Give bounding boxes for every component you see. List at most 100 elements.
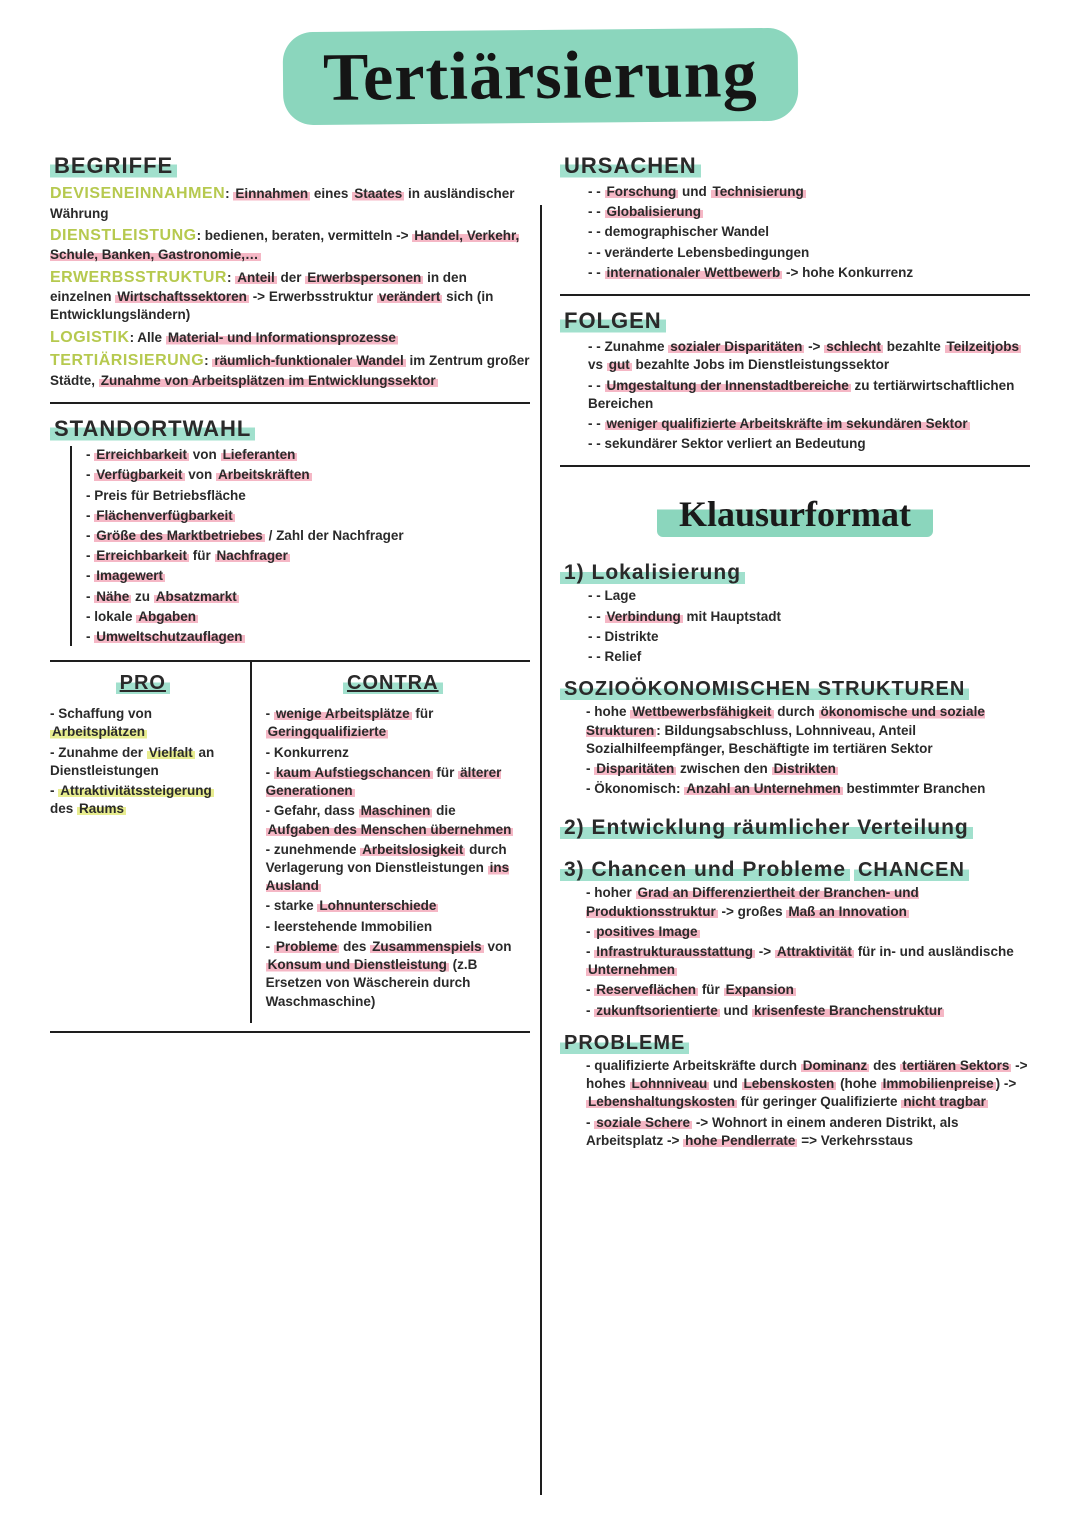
term: Deviseneinnahmen [50,185,225,202]
list-item: - Erreichbarkeit von Lieferanten [86,446,530,464]
list-item: - hohe Wettbewerbsfähigkeit durch ökonom… [586,703,1030,758]
divider [50,402,530,404]
section-ursachen: Ursachen - Forschung und Technisierung- … [560,153,1030,282]
list-item: - Erreichbarkeit für Nachfrager [86,547,530,565]
section-k1: 1) Lokalisierung - Lage - Verbindung mit … [560,545,1030,798]
heading-k1: 1) Lokalisierung [560,561,745,585]
list-item: - leerstehende Immobilien [266,918,520,936]
list-item: - zunehmende Arbeitslosigkeit durch Verl… [266,841,520,896]
left-column: Begriffe Deviseneinnahmen: Einnahmen ein… [50,153,530,1152]
pro-head: Pro [50,672,236,695]
list-item: - starke Lohnunterschiede [266,897,520,915]
list-item: - lokale Abgaben [86,608,530,626]
list-item: - Attraktivitätssteigerung des Raums [50,782,236,818]
vertical-divider [540,205,542,1495]
list-item: - internationaler Wettbewerb -> hohe Kon… [588,264,1030,282]
list-item: - Umgestaltung der Innenstadtbereiche zu… [588,377,1030,413]
list-item: - Disparitäten zwischen den Distrikten [586,760,1030,778]
contra-column: Contra - wenige Arbeitsplätze für Gering… [252,662,530,1023]
right-column: Ursachen - Forschung und Technisierung- … [560,153,1030,1152]
list-item: - Imagewert [86,567,530,585]
list-item: - Umweltschutzauflagen [86,628,530,646]
k1-sub-list: - hohe Wettbewerbsfähigkeit durch ökonom… [560,703,1030,798]
probleme-list: - qualifizierte Arbeitskräfte durch Domi… [560,1057,1030,1150]
pro-column: Pro - Schaffung von Arbeitsplätzen- Zuna… [50,662,252,1023]
list-item: - Probleme des Zusammenspiels von Konsum… [266,938,520,1011]
heading-ursachen: Ursachen [560,153,701,179]
k1-list: - Lage - Verbindung mit Hauptstadt - Distr… [560,587,1030,666]
list-item: - Nähe zu Absatzmarkt [86,588,530,606]
list-item: - Lage [588,587,1030,605]
definition-line: Dienstleistung: bedienen, beraten, vermi… [50,225,530,265]
list-item: - Verfügbarkeit von Arbeitskräften [86,466,530,484]
list-item: - Preis für Betriebsfläche [86,487,530,505]
term: Logistik [50,329,130,346]
defs-list: Deviseneinnahmen: Einnahmen eines Staate… [50,183,530,390]
divider [50,1031,530,1033]
term: Erwerbsstruktur [50,269,227,286]
heading-standortwahl: Standortwahl [50,416,255,442]
list-item: - Globalisierung [588,203,1030,221]
list-item: - Gefahr, dass Maschinen die Aufgaben de… [266,802,520,838]
divider [560,294,1030,296]
heading-k2: 2) Entwicklung räumlicher Verteilung [560,816,973,840]
list-item: - hoher Grad an Differenziertheit der Br… [586,884,1030,920]
heading-k1-sub: Sozioökonomischen Strukturen [560,678,969,701]
list-item: - weniger qualifizierte Arbeitskräfte im… [588,415,1030,433]
definition-line: Deviseneinnahmen: Einnahmen eines Staate… [50,183,530,223]
heading-probleme: Probleme [560,1032,689,1055]
list-item: - Konkurrenz [266,744,520,762]
list-item: - Verbindung mit Hauptstadt [588,608,1030,626]
list-item: - demographischer Wandel [588,223,1030,241]
contra-title: Contra [343,672,443,695]
list-item: - qualifizierte Arbeitskräfte durch Domi… [586,1057,1030,1112]
list-item: - zukunftsorientierte und krisenfeste Br… [586,1002,1030,1020]
divider [560,465,1030,467]
procon-table: Pro - Schaffung von Arbeitsplätzen- Zuna… [50,660,530,1023]
contra-head: Contra [266,672,520,695]
folgen-list: - Zunahme sozialer Disparitäten -> schle… [560,338,1030,453]
list-item: - Distrikte [588,628,1030,646]
list-item: - sekundärer Sektor verliert an Bedeutun… [588,435,1030,453]
list-item: - wenige Arbeitsplätze für Geringqualifi… [266,705,520,741]
heading-folgen: Folgen [560,308,666,334]
list-item: - veränderte Lebensbedingungen [588,244,1030,262]
section-folgen: Folgen - Zunahme sozialer Disparitäten -… [560,308,1030,453]
list-item: - Schaffung von Arbeitsplätzen [50,705,236,741]
list-item: - Reserveflächen für Expansion [586,981,1030,999]
klausur-title-wrap: Klausurformat [560,479,1030,545]
section-k3: 3) Chancen und Probleme Chancen - hoher … [560,842,1030,1150]
list-item: - Zunahme der Vielfalt an Dienstleistung… [50,744,236,780]
page-title-wrap: Tertiärsierung [50,30,1030,123]
list-item: - kaum Aufstiegschancen für älterer Gene… [266,764,520,800]
list-item: - Größe des Marktbetriebes / Zahl der Na… [86,527,530,545]
klausur-highlight: Klausurformat [657,491,933,537]
title-highlight: Tertiärsierung [282,28,797,125]
list-item: - positives Image [586,923,1030,941]
list-item: - Relief [588,648,1030,666]
ursachen-list: - Forschung und Technisierung - Globalisi… [560,183,1030,282]
list-item: - Infrastrukturausstattung -> Attraktivi… [586,943,1030,979]
pro-list: - Schaffung von Arbeitsplätzen- Zunahme … [50,705,236,818]
page-title: Tertiärsierung [322,35,757,115]
chancen-list: - hoher Grad an Differenziertheit der Br… [560,884,1030,1020]
term: Dienstleistung [50,227,197,244]
heading-k3: 3) Chancen und Probleme [560,858,850,882]
list-item: - Flächenverfügbarkeit [86,507,530,525]
heading-begriffe: Begriffe [50,153,177,179]
definition-line: Tertiärisierung: räumlich-funktionaler W… [50,350,530,390]
standortwahl-list: - Erreichbarkeit von Lieferanten - Verfüg… [70,446,530,646]
term: Tertiärisierung [50,352,204,369]
section-k2: 2) Entwicklung räumlicher Verteilung [560,800,1030,842]
section-standortwahl: Standortwahl - Erreichbarkeit von Liefer… [50,416,530,646]
list-item: - Ökonomisch: Anzahl an Unternehmen best… [586,780,1030,798]
heading-chancen: Chancen [854,859,969,882]
definition-line: Logistik: Alle Material- und Information… [50,327,530,349]
contra-list: - wenige Arbeitsplätze für Geringqualifi… [266,705,520,1011]
definition-line: Erwerbsstruktur: Anteil der Erwerbsperso… [50,267,530,325]
klausur-title: Klausurformat [679,494,911,534]
list-item: - Forschung und Technisierung [588,183,1030,201]
section-begriffe: Begriffe Deviseneinnahmen: Einnahmen ein… [50,153,530,390]
list-item: - Zunahme sozialer Disparitäten -> schle… [588,338,1030,374]
list-item: - soziale Schere -> Wohnort in einem and… [586,1114,1030,1150]
